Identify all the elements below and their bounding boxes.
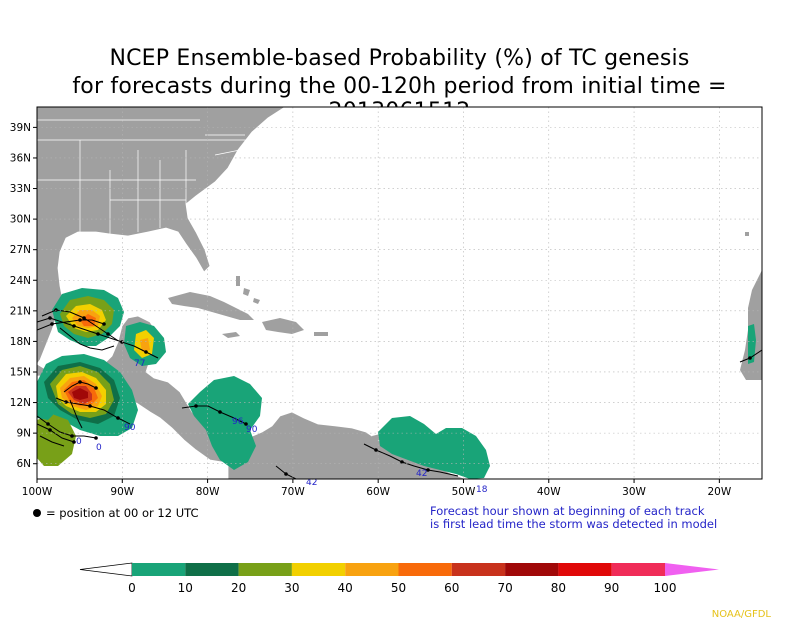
lat-label: 9N: [16, 428, 31, 440]
colorbar-level-label: 20: [231, 581, 246, 595]
colorbar-level-label: 30: [284, 581, 299, 595]
position-dot-icon: [33, 509, 41, 517]
lon-label: 70W: [281, 486, 305, 498]
track-label: 18: [476, 485, 488, 495]
track-label: 96: [232, 417, 244, 427]
lat-label: 36N: [10, 152, 31, 164]
lon-label: 80W: [196, 486, 220, 498]
colorbar-swatch: [398, 563, 452, 576]
title-line-2: for forecasts during the 00-120h period …: [72, 74, 727, 124]
track-label: 0: [96, 443, 102, 453]
colorbar-level-label: 50: [391, 581, 406, 595]
lat-label: 12N: [10, 397, 31, 409]
north-america-land: [37, 107, 286, 365]
colorbar-over-triangle: [665, 563, 719, 576]
map-frame: [36, 106, 763, 480]
track-label: 0: [76, 437, 82, 447]
puerto-rico-land: [314, 332, 328, 336]
lat-label: 18N: [10, 336, 31, 348]
jamaica-land: [222, 332, 240, 338]
colorbar: [79, 562, 719, 577]
forecast-note-line-2: is first lead time the storm was detecte…: [430, 517, 718, 531]
forecast-hour-note: Forecast hour shown at beginning of each…: [430, 505, 717, 531]
lat-label: 33N: [10, 183, 31, 195]
lat-label: 27N: [10, 244, 31, 256]
colorbar-labels: 0 10 20 30 40 50 60 70 80 90 100: [128, 581, 676, 595]
track-position-dots: [46, 308, 752, 476]
colorbar-level-label: 60: [444, 581, 459, 595]
colorbar-level-label: 70: [497, 581, 512, 595]
track-label: 42: [416, 469, 427, 479]
lat-label: 30N: [10, 214, 31, 226]
lon-label: 100W: [22, 486, 53, 498]
cuba-land: [168, 292, 254, 320]
lat-label: 6N: [16, 458, 31, 470]
lon-label: 90W: [110, 486, 134, 498]
colorbar-swatch: [238, 563, 292, 576]
hispaniola-land: [262, 318, 304, 334]
forecast-note-line-1: Forecast hour shown at beginning of each…: [430, 504, 705, 518]
canary-islands-land: [745, 232, 749, 236]
colorbar-level-label: 80: [551, 581, 566, 595]
colorbar-swatch: [611, 563, 665, 576]
track-label-group: 90 96 90 0 0 42 18 42 77: [76, 359, 488, 495]
probability-atlantic-areas: [188, 324, 756, 479]
lon-label: 60W: [366, 486, 390, 498]
lat-label: 39N: [10, 122, 31, 134]
colorbar-level-label: 90: [604, 581, 619, 595]
lat-label: 24N: [10, 275, 31, 287]
lon-label: 40W: [537, 486, 561, 498]
track-label: 42: [306, 478, 317, 488]
lon-label: 50W: [452, 486, 476, 498]
lon-label: 20W: [707, 486, 731, 498]
colorbar-level-label: 100: [654, 581, 677, 595]
latitude-labels: 39N 36N 33N 30N 27N 24N 21N 18N 15N 12N 9N 6N: [10, 122, 37, 470]
bahamas-land: [236, 276, 260, 304]
colorbar-swatch: [185, 563, 239, 576]
credit-text: NOAA/GFDL: [711, 609, 771, 620]
track-label: 90: [124, 423, 136, 433]
lat-label: 21N: [10, 305, 31, 317]
lon-label: 30W: [622, 486, 646, 498]
lat-label: 15N: [10, 366, 31, 378]
colorbar-level-label: 40: [338, 581, 353, 595]
colorbar-swatch: [558, 563, 612, 576]
colorbar-swatch: [291, 563, 346, 576]
title-line-1: NCEP Ensemble-based Probability (%) of T…: [109, 46, 690, 71]
colorbar-level-label: 0: [128, 581, 136, 595]
colorbar-swatch: [505, 563, 559, 576]
position-legend-text: = position at 00 or 12 UTC: [46, 506, 199, 520]
colorbar-swatch: [451, 563, 506, 576]
track-label: 90: [246, 425, 258, 435]
track-label: 77: [134, 359, 145, 369]
longitude-labels: 100W 90W 80W 70W 60W 50W 40W 30W 20W: [22, 479, 732, 498]
colorbar-swatch: [345, 563, 399, 576]
state-boundaries: [37, 119, 250, 234]
colorbar-swatch: [132, 563, 186, 576]
colorbar-level-label: 10: [178, 581, 193, 595]
colorbar-under-triangle: [79, 562, 133, 577]
